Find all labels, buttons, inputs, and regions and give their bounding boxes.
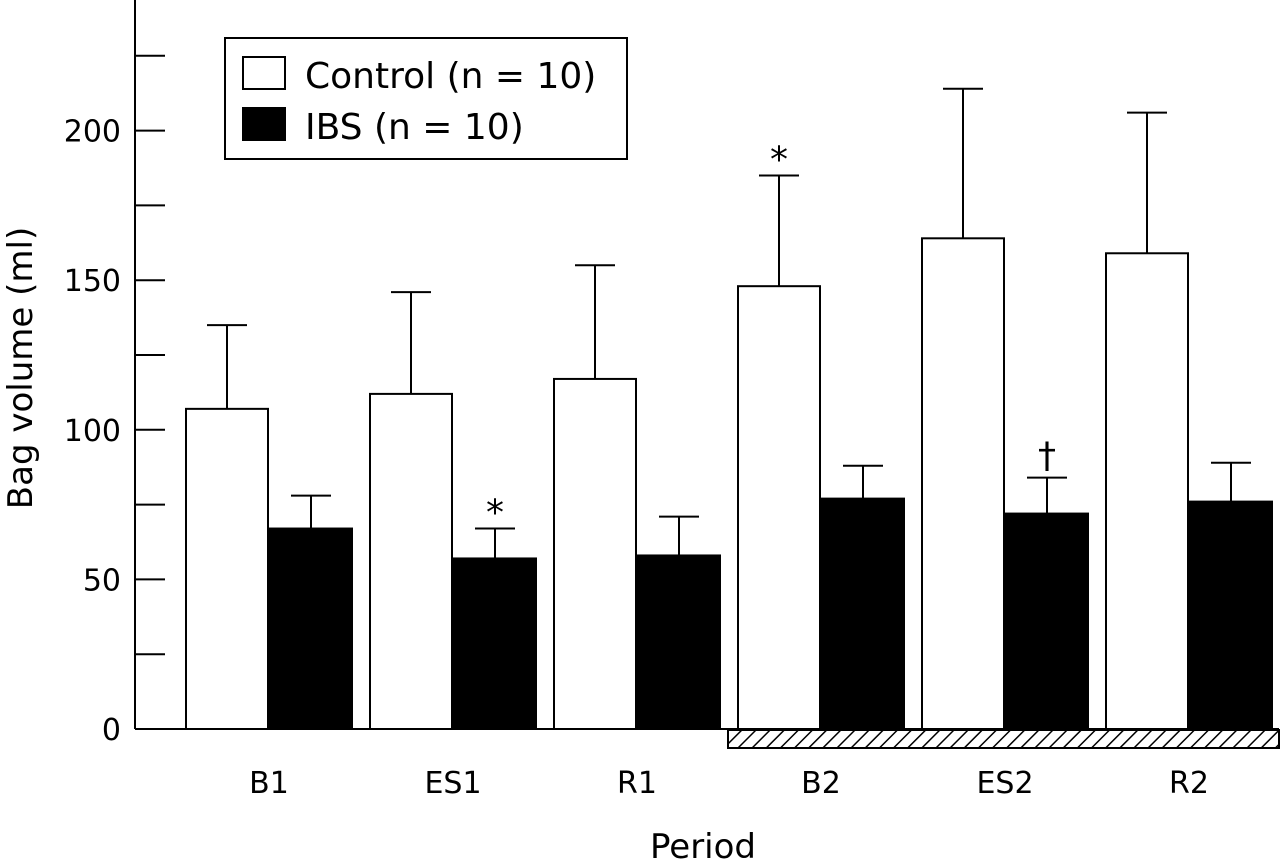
bar-control-b1	[185, 407, 269, 730]
y-tick-label: 0	[102, 713, 121, 748]
significance-marker: *	[770, 139, 788, 180]
legend: Control (n = 10) IBS (n = 10)	[224, 37, 628, 160]
x-tick-label: B1	[249, 766, 289, 801]
bar-control-es2	[921, 237, 1005, 730]
significance-marker: *	[486, 493, 504, 534]
y-tick-label: 100	[64, 414, 121, 449]
bar-ibs-r1	[637, 554, 721, 730]
legend-swatch-ibs	[242, 107, 286, 141]
x-tick-label: R1	[617, 766, 657, 801]
plot-area: 0 50 100 150 200 B1 ES1 R1 B2 ES2 R2 * * †	[64, 0, 1280, 801]
x-tick-label: R2	[1169, 766, 1209, 801]
bar-ibs-b1	[269, 527, 353, 731]
bar-ibs-b2	[821, 497, 905, 730]
x-axis-label: Period	[650, 827, 756, 862]
x-tick-label: B2	[801, 766, 841, 801]
x-tick-label: ES2	[976, 766, 1033, 801]
bar-ibs-es2	[1005, 512, 1089, 730]
x-tick-label: ES1	[424, 766, 481, 801]
bar-ibs-r2	[1189, 500, 1273, 730]
y-tick-label: 150	[64, 264, 121, 299]
y-axis-label: Bag volume (ml)	[1, 227, 41, 509]
y-tick-label: 200	[64, 115, 121, 150]
bar-control-r2	[1105, 252, 1189, 730]
significance-marker: †	[1038, 436, 1056, 477]
bar-control-es1	[369, 392, 453, 730]
bar-ibs-es1	[453, 557, 537, 730]
legend-box	[224, 37, 628, 160]
hatched-period-strip	[727, 729, 1280, 749]
y-tick-label: 50	[83, 563, 121, 598]
legend-swatch-control	[242, 56, 286, 90]
bar-control-b2	[737, 285, 821, 730]
legend-label-ibs: IBS (n = 10)	[305, 107, 524, 148]
legend-label-control: Control (n = 10)	[305, 56, 596, 97]
bar-control-r1	[553, 377, 637, 730]
